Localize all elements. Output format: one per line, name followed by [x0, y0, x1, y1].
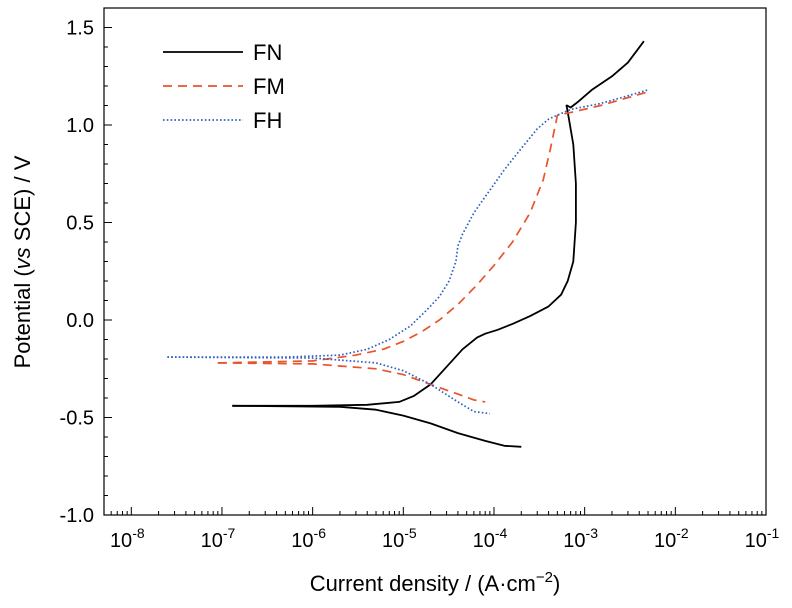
y-tick-label: 0.5: [66, 213, 94, 235]
y-axis-title: Potential (vs SCE) / V: [10, 155, 35, 368]
legend-label-fn: FN: [253, 40, 282, 65]
x-tick-label: 10-4: [473, 525, 508, 552]
series-fn-line: [232, 404, 522, 448]
x-axis-title: Current density / (A·cm−2): [310, 569, 561, 596]
legend: FN FM FH: [163, 40, 285, 133]
y-tick-label: 0.0: [66, 310, 94, 332]
series-fh-line: [167, 356, 490, 415]
series-fn-line: [232, 40, 645, 407]
legend-label-fm: FM: [253, 74, 285, 99]
series-layer: [167, 40, 649, 448]
ticks-layer: 10-8 10-7 10-6 10-5 10-4 10-3 10-2 10-1 1.5 1.0 0.…: [60, 7, 780, 552]
series-fm-line: [217, 91, 649, 364]
x-tick-label: 10-2: [654, 525, 689, 552]
x-tick-label: 10-5: [382, 525, 417, 552]
x-tick-label: 10-7: [201, 525, 236, 552]
series-fm-line: [217, 362, 486, 403]
y-tick-label: 1.0: [66, 115, 94, 137]
y-tick-label: 1.5: [66, 18, 94, 40]
legend-label-fh: FH: [253, 108, 282, 133]
x-tick-label: 10-8: [110, 525, 145, 552]
y-tick-label: -0.5: [60, 408, 94, 430]
x-tick-label: 10-1: [745, 525, 780, 552]
y-tick-label: -1.0: [60, 505, 94, 527]
plot-frame: [103, 7, 767, 516]
x-tick-label: 10-6: [291, 525, 326, 552]
x-tick-label: 10-3: [563, 525, 598, 552]
